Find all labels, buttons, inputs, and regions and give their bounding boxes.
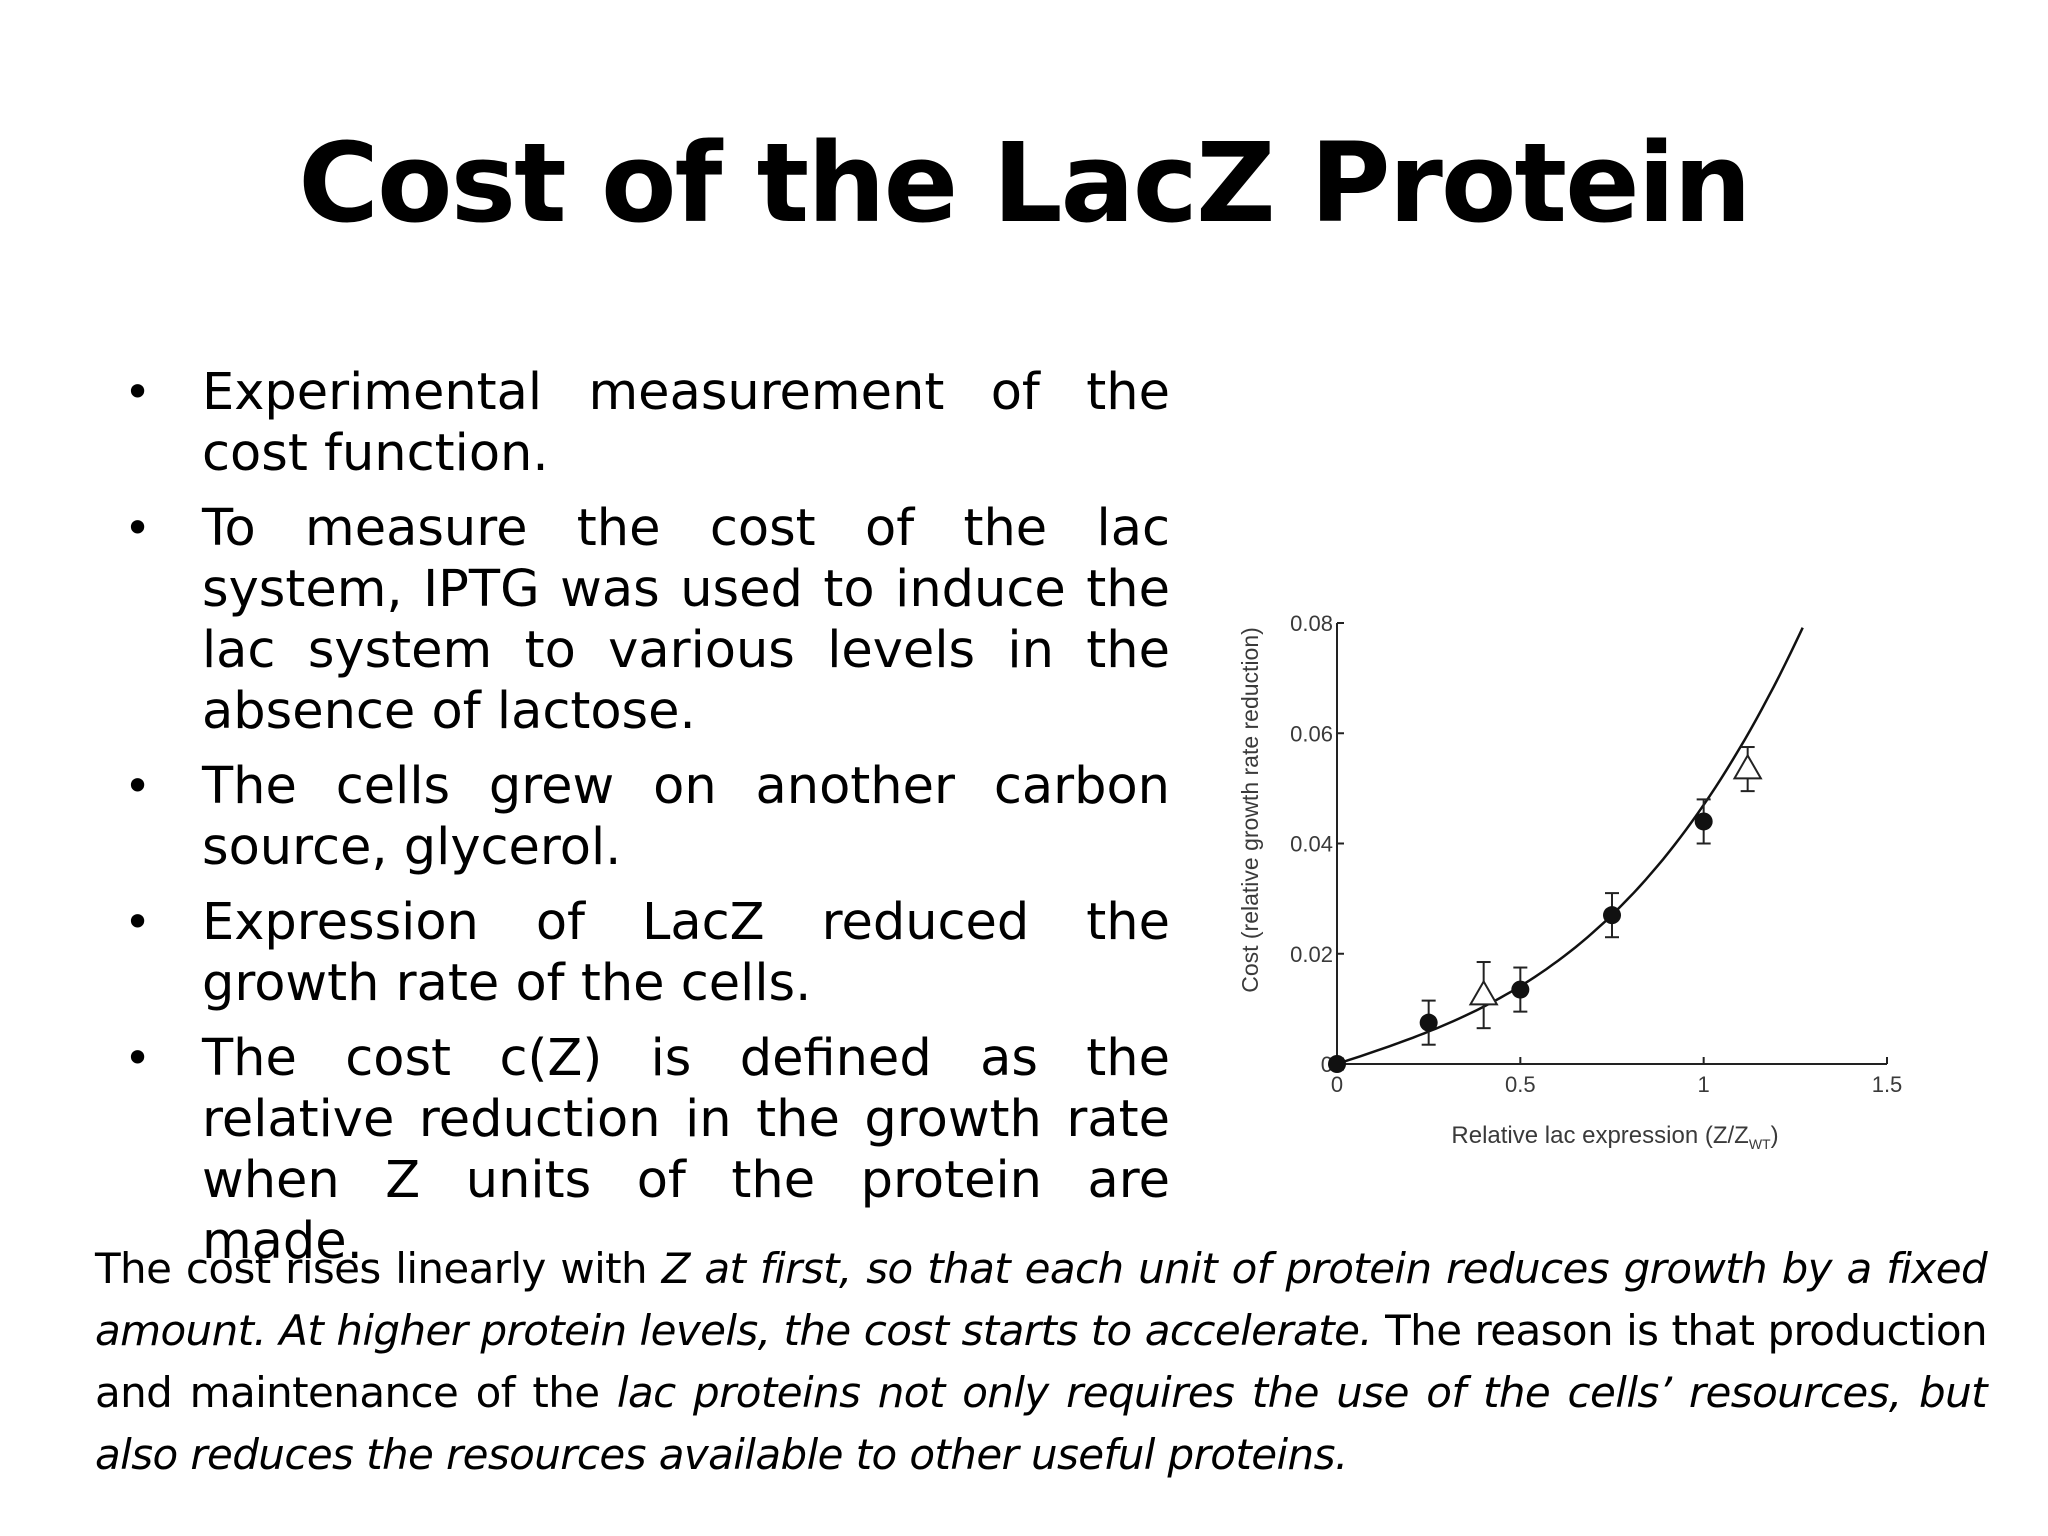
y-tick-label: 0.08 (1290, 611, 1333, 636)
bullet-item: • To measure the cost of the lac system, … (118, 498, 1170, 742)
caption-paragraph: The cost rises linearly with Z at first,… (95, 1238, 1988, 1486)
bullet-item: • The cost c(Z) is defined as the relativ… (118, 1028, 1170, 1272)
data-point-circle (1603, 906, 1621, 925)
bullet-item: • The cells grew on another carbon source… (118, 756, 1170, 878)
bullet-text: The cells grew on another carbon source,… (202, 757, 1170, 877)
data-point-circle (1694, 812, 1713, 831)
x-axis-label: Relative lac expression (Z/ZWT) (1451, 1122, 1778, 1152)
x-tick-label: 1 (1698, 1072, 1710, 1097)
data-point-triangle (1732, 753, 1763, 780)
bullet-dot: • (124, 365, 152, 419)
data-point-circle (1511, 980, 1530, 999)
caption-text: The reason is that production and mainte… (95, 1306, 1988, 1417)
bullet-text: Experimental measurement of the cost fun… (202, 363, 1170, 483)
caption-text: The cost rises linearly with (95, 1244, 662, 1293)
chart-axes: 0 0.5 1 1.5 0 0.02 0.04 0.06 0.08 (1290, 611, 1902, 1097)
y-tick-label: 0.04 (1290, 832, 1333, 857)
bullet-text: Expression of LacZ reduced the growth ra… (202, 893, 1170, 1013)
caption-italic-text: Z at first, so that each unit of protein… (95, 1244, 1988, 1355)
data-point-circle (1328, 1055, 1346, 1073)
caption-italic-text: lac proteins not only requires the use o… (95, 1368, 1988, 1479)
bullet-dot: • (124, 1031, 152, 1085)
cost-chart: 0 0.5 1 1.5 0 0.02 0.04 0.06 0.08 Cost (relative… (1237, 611, 1902, 1152)
data-point-triangle (1468, 979, 1499, 1006)
y-tick-label: 0.02 (1290, 942, 1333, 967)
bullet-dot: • (124, 501, 152, 555)
x-tick-label: 0 (1331, 1072, 1343, 1097)
bullet-dot: • (124, 895, 152, 949)
bullet-list: • Experimental measurement of the cost fu… (118, 362, 1170, 1286)
bullet-text: To measure the cost of the lac system, I… (202, 499, 1170, 741)
x-tick-label: 0.5 (1505, 1072, 1536, 1097)
y-tick-label: 0 (1321, 1052, 1333, 1077)
y-axis-label: Cost (relative growth rate reduction) (1237, 627, 1263, 993)
x-tick-label: 1.5 (1872, 1072, 1903, 1097)
bullet-item: • Expression of LacZ reduced the growth r… (118, 892, 1170, 1014)
bullet-item: • Experimental measurement of the cost fu… (118, 362, 1170, 484)
data-points-layer (1328, 746, 1763, 1073)
fit-curve (1336, 627, 1804, 1066)
fit-curve-layer (1336, 627, 1804, 1066)
bullet-text: The cost c(Z) is defined as the relative… (202, 1029, 1170, 1271)
y-tick-label: 0.06 (1290, 721, 1333, 746)
bullet-dot: • (124, 759, 152, 813)
slide-title: Cost of the LacZ Protein (298, 119, 1751, 247)
data-point-circle (1419, 1013, 1438, 1032)
